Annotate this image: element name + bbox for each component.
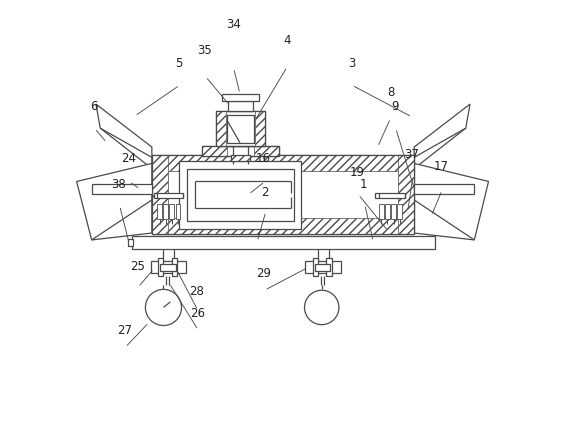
Bar	[175, 204, 180, 219]
Polygon shape	[96, 104, 152, 169]
Bar	[202, 146, 227, 156]
Bar	[160, 264, 175, 271]
Bar	[255, 111, 264, 146]
Bar	[398, 155, 414, 234]
Bar	[152, 218, 414, 234]
Bar	[228, 101, 253, 111]
Text: 37: 37	[405, 148, 419, 161]
Polygon shape	[414, 104, 470, 169]
Text: 9: 9	[391, 100, 398, 113]
Bar	[230, 155, 250, 161]
Text: 2: 2	[261, 186, 269, 199]
Bar	[385, 204, 389, 219]
Bar	[179, 161, 302, 229]
Bar	[315, 264, 331, 271]
Bar	[132, 236, 435, 249]
Text: 19: 19	[349, 166, 365, 178]
Bar	[216, 111, 264, 146]
Text: 28: 28	[190, 285, 204, 298]
Bar	[391, 204, 396, 219]
Bar	[164, 204, 168, 219]
Text: 17: 17	[434, 160, 449, 173]
Bar	[202, 146, 278, 156]
Bar	[216, 111, 226, 146]
Text: 16: 16	[256, 152, 271, 165]
Text: 34: 34	[226, 18, 241, 31]
Bar	[216, 111, 264, 146]
Bar	[151, 261, 186, 273]
Bar	[152, 155, 414, 234]
Bar	[158, 258, 164, 276]
Text: 8: 8	[387, 86, 394, 99]
Bar	[152, 155, 414, 171]
Text: 5: 5	[175, 57, 183, 70]
Bar	[327, 258, 332, 276]
Bar	[171, 258, 177, 276]
Bar	[202, 146, 278, 156]
Bar	[397, 204, 402, 219]
Bar	[306, 261, 341, 273]
Text: 24: 24	[122, 152, 136, 165]
Bar	[169, 204, 174, 219]
Text: 6: 6	[90, 100, 97, 113]
Text: 26: 26	[190, 307, 205, 319]
Text: 1: 1	[360, 178, 367, 190]
Bar	[157, 204, 162, 219]
Text: 4: 4	[284, 34, 291, 47]
Bar	[154, 193, 183, 198]
Bar	[230, 155, 250, 161]
Bar	[187, 169, 294, 221]
Bar	[375, 193, 405, 198]
Text: 35: 35	[198, 44, 212, 57]
Text: 27: 27	[117, 324, 132, 337]
Bar	[152, 155, 414, 234]
Polygon shape	[414, 163, 488, 240]
Bar	[227, 115, 254, 143]
Text: 3: 3	[348, 57, 355, 70]
Text: 38: 38	[112, 178, 126, 191]
Bar	[379, 204, 384, 219]
Text: 25: 25	[130, 260, 145, 273]
Bar	[414, 184, 474, 194]
Bar	[152, 155, 168, 234]
Bar	[222, 94, 259, 101]
Polygon shape	[76, 163, 152, 240]
Bar	[313, 258, 318, 276]
Bar	[254, 146, 278, 156]
Text: 29: 29	[256, 267, 271, 280]
Bar	[128, 239, 134, 246]
Bar	[92, 184, 152, 194]
